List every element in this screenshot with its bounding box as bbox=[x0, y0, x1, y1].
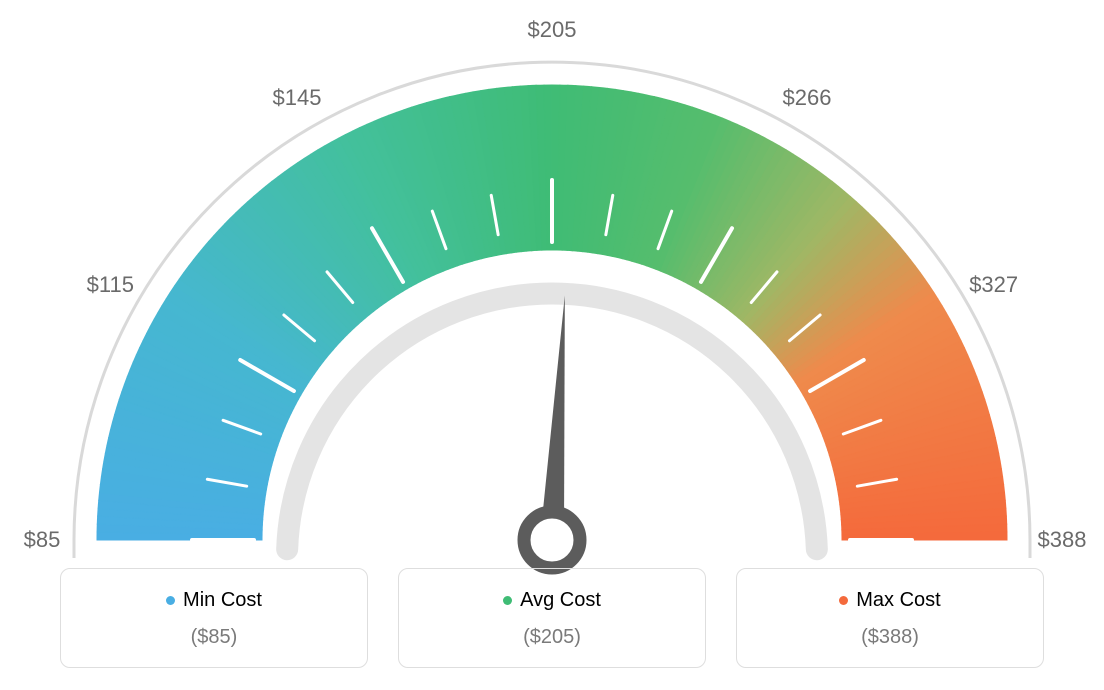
legend-value: ($388) bbox=[747, 626, 1033, 649]
legend-label: Max Cost bbox=[856, 589, 940, 612]
gauge-tick-label: $145 bbox=[273, 85, 322, 111]
gauge-container: $85 $115 $145 $205 $266 $327 $388 bbox=[0, 0, 1104, 560]
legend-card-max: Max Cost ($388) bbox=[736, 568, 1044, 668]
legend-label: Min Cost bbox=[183, 589, 262, 612]
legend-value: ($85) bbox=[71, 626, 357, 649]
dot-icon bbox=[503, 596, 512, 605]
legend-title-avg: Avg Cost bbox=[503, 589, 601, 612]
gauge-tick-label: $115 bbox=[87, 272, 134, 298]
legend-title-min: Min Cost bbox=[166, 589, 262, 612]
gauge-tick-label: $327 bbox=[969, 272, 1018, 298]
legend-title-max: Max Cost bbox=[839, 589, 940, 612]
gauge-tick-label: $85 bbox=[24, 527, 61, 553]
legend-card-min: Min Cost ($85) bbox=[60, 568, 368, 668]
gauge-tick-label: $205 bbox=[528, 17, 577, 43]
gauge-chart bbox=[0, 20, 1104, 580]
gauge-tick-label: $266 bbox=[783, 85, 832, 111]
legend-row: Min Cost ($85) Avg Cost ($205) Max Cost … bbox=[0, 568, 1104, 668]
dot-icon bbox=[166, 596, 175, 605]
legend-value: ($205) bbox=[409, 626, 695, 649]
legend-card-avg: Avg Cost ($205) bbox=[398, 568, 706, 668]
legend-label: Avg Cost bbox=[520, 589, 601, 612]
gauge-tick-label: $388 bbox=[1038, 527, 1087, 553]
dot-icon bbox=[839, 596, 848, 605]
